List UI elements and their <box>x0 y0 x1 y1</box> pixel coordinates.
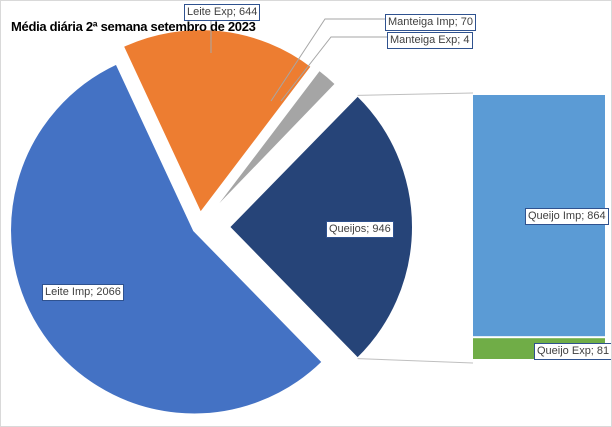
connector-line-bottom <box>357 358 474 364</box>
pie-slice-leite-imp <box>9 62 325 416</box>
data-label-queijos: Queijos; 946 <box>326 221 394 238</box>
data-label-leite-exp: Leite Exp; 644 <box>184 4 261 21</box>
pie-slice-leite-exp <box>121 28 314 216</box>
connector-line-top <box>357 92 474 96</box>
pie-slice-queijos <box>227 94 414 360</box>
leader-line-manteiga-exp <box>280 36 387 102</box>
leader-line-manteiga-imp <box>270 18 385 102</box>
data-label-queijo-imp: Queijo Imp; 864 <box>525 208 609 225</box>
chart-title: Média diária 2ª semana setembro de 2023 <box>11 19 256 34</box>
data-label-leite-imp: Leite Imp; 2066 <box>42 284 124 301</box>
data-label-manteiga-exp: Manteiga Exp; 4 <box>387 32 473 49</box>
pie-slice-manteiga-exp <box>208 83 339 218</box>
data-label-queijo-exp: Queijo Exp; 81 <box>534 343 611 360</box>
data-label-manteiga-imp: Manteiga Imp; 70 <box>385 14 476 31</box>
